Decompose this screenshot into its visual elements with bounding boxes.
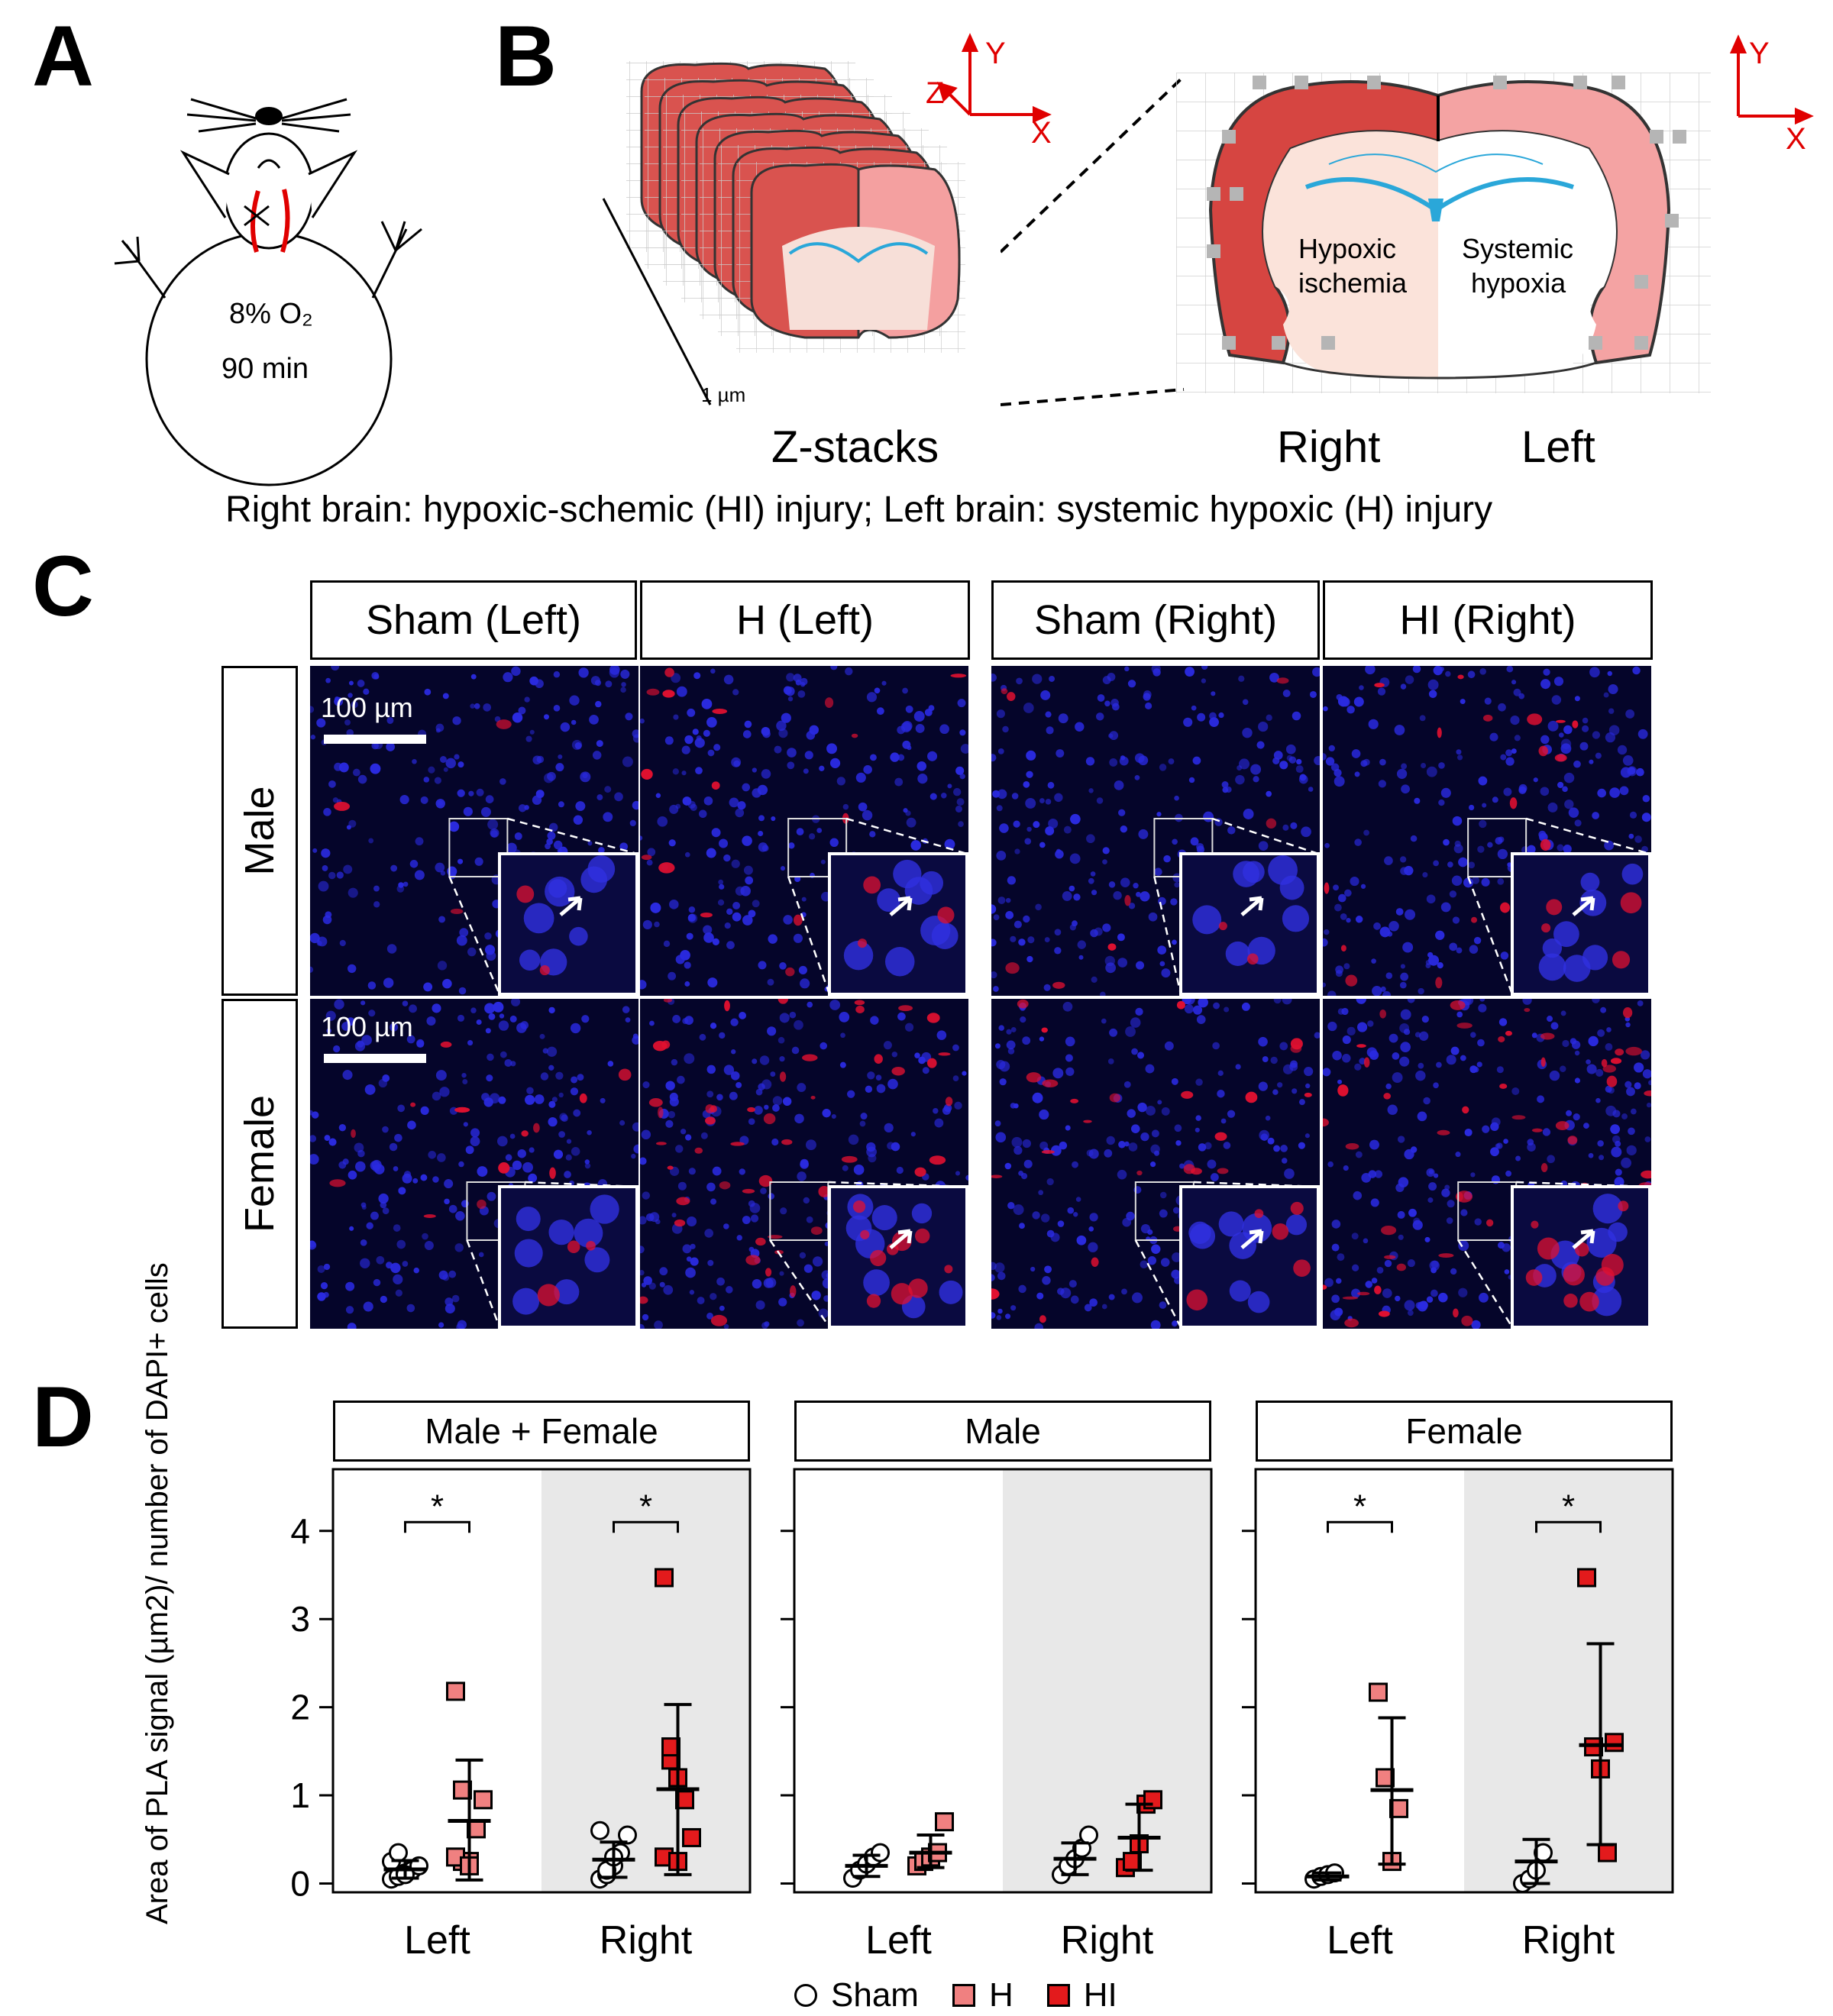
scalebar-male [324,735,426,744]
right-label: Right [1277,422,1381,472]
significance-star-0-0: * [431,1488,444,1525]
col-header-sham-right: Sham (Right) [991,580,1320,660]
xy-axes-icon [1729,34,1814,125]
legend-sham-marker [794,1984,817,2007]
point-0-0-6 [389,1843,408,1863]
shaded-region-1 [1003,1469,1211,1892]
chart-title-male: Male [794,1401,1211,1462]
axis-x-label: X [1031,116,1052,150]
scalebar-female [324,1054,426,1063]
zstack-scale-label: 1 µm [701,383,746,406]
point-0-1-0 [446,1682,465,1701]
x-tick-label-0-right: Right [600,1918,693,1963]
y-tick-label-2: 2 [290,1688,310,1727]
significance-bracket-0-1 [613,1520,679,1533]
scalebar-label-male: 100 µm [321,692,413,723]
xyz-axes-icon [937,33,1052,124]
micrograph-male-3 [1323,666,1651,996]
micrograph-female-2 [991,999,1320,1329]
legend-hi-label: HI [1083,1976,1117,2014]
point-0-1-4 [474,1790,493,1810]
point-1-0-4 [871,1843,890,1863]
micrograph-female-1 [640,999,968,1329]
y-tick-label-1: 1 [290,1775,310,1815]
significance-bracket-0-0 [404,1520,470,1533]
plot-frame-2 [1254,1468,1674,1894]
shaded-region-2 [1464,1469,1673,1892]
plot-frame-0 [331,1468,752,1894]
row-header-female: Female [221,999,298,1329]
point-2-3-3 [1598,1843,1617,1863]
shaded-region-0 [541,1469,750,1892]
legend-hi-marker [1046,1984,1070,2007]
chart-title-female: Female [1256,1401,1673,1462]
significance-bracket-2-0 [1327,1520,1393,1533]
x-tick-label-2-left: Left [1327,1918,1393,1963]
hypoxia-label: hypoxia [1471,267,1566,299]
y-tick-label-3: 3 [290,1599,310,1639]
zoom-connector [1001,75,1185,406]
panel-a-duration: 90 min [221,353,309,385]
legend-sham-label: Sham [831,1976,919,2014]
panel-letter-a: A [32,8,94,104]
col-header-hi-right: HI (Right) [1323,580,1653,660]
col-header-sham-left: Sham (Left) [310,580,637,660]
x-tick-label-2-right: Right [1522,1918,1615,1963]
zstacks-label: Z-stacks [771,422,939,472]
legend-h-marker [952,1984,975,2007]
ischemia-label: ischemia [1298,267,1408,299]
point-1-2-4 [1079,1825,1098,1845]
y-tick-label-4: 4 [290,1511,310,1551]
legend: Sham H HI [794,1976,1117,2014]
panel-a-oxygen: 8% O₂ [229,298,313,330]
row-header-male: Male [221,666,298,996]
significance-star-2-1: * [1562,1488,1575,1525]
hypoxic-label: Hypoxic [1298,233,1397,264]
point-0-3-4 [682,1827,701,1847]
x-tick-label-1-right: Right [1061,1918,1154,1963]
significance-bracket-2-1 [1535,1520,1602,1533]
significance-star-2-0: * [1353,1488,1366,1525]
axis-y-right-label: Y [1749,37,1770,70]
panel-letter-c: C [32,538,94,634]
axis-y-label: Y [985,37,1006,70]
scalebar-label-female: 100 µm [321,1011,413,1042]
significance-star-0-1: * [639,1488,652,1525]
systemic-label: Systemic [1462,233,1574,264]
point-2-3-4 [1605,1733,1624,1753]
chart-title-male-female: Male + Female [333,1401,750,1462]
panel-letter-d: D [32,1369,94,1465]
brain-section-illustration [1176,73,1711,393]
point-2-1-0 [1369,1682,1388,1702]
x-tick-label-1-left: Left [865,1918,932,1963]
zstack-illustration [602,61,965,405]
y-tick-label-0: 0 [290,1863,310,1903]
point-2-3-0 [1577,1568,1596,1588]
left-label: Left [1521,422,1595,472]
micrograph-male-1 [640,666,968,996]
micrograph-male-0 [310,666,638,996]
axis-z-label: Z [926,76,945,110]
point-0-2-5 [590,1821,609,1840]
col-header-h-left: H (Left) [640,580,970,660]
plot-frame-1 [793,1468,1213,1894]
injury-caption: Right brain: hypoxic-schemic (HI) injury… [225,489,1493,530]
y-axis-title: Area of PLA signal (µm2)/ number of DAPI… [141,1262,174,1924]
point-0-3-0 [655,1568,674,1588]
mouse-illustration [114,98,422,486]
axis-x-right-label: X [1786,122,1806,156]
micrograph-male-2 [991,666,1320,996]
micrograph-female-3 [1323,999,1651,1329]
point-1-1-4 [935,1812,954,1832]
x-tick-label-0-left: Left [404,1918,470,1963]
panel-letter-b: B [495,8,557,104]
legend-h-label: H [988,1976,1013,2014]
